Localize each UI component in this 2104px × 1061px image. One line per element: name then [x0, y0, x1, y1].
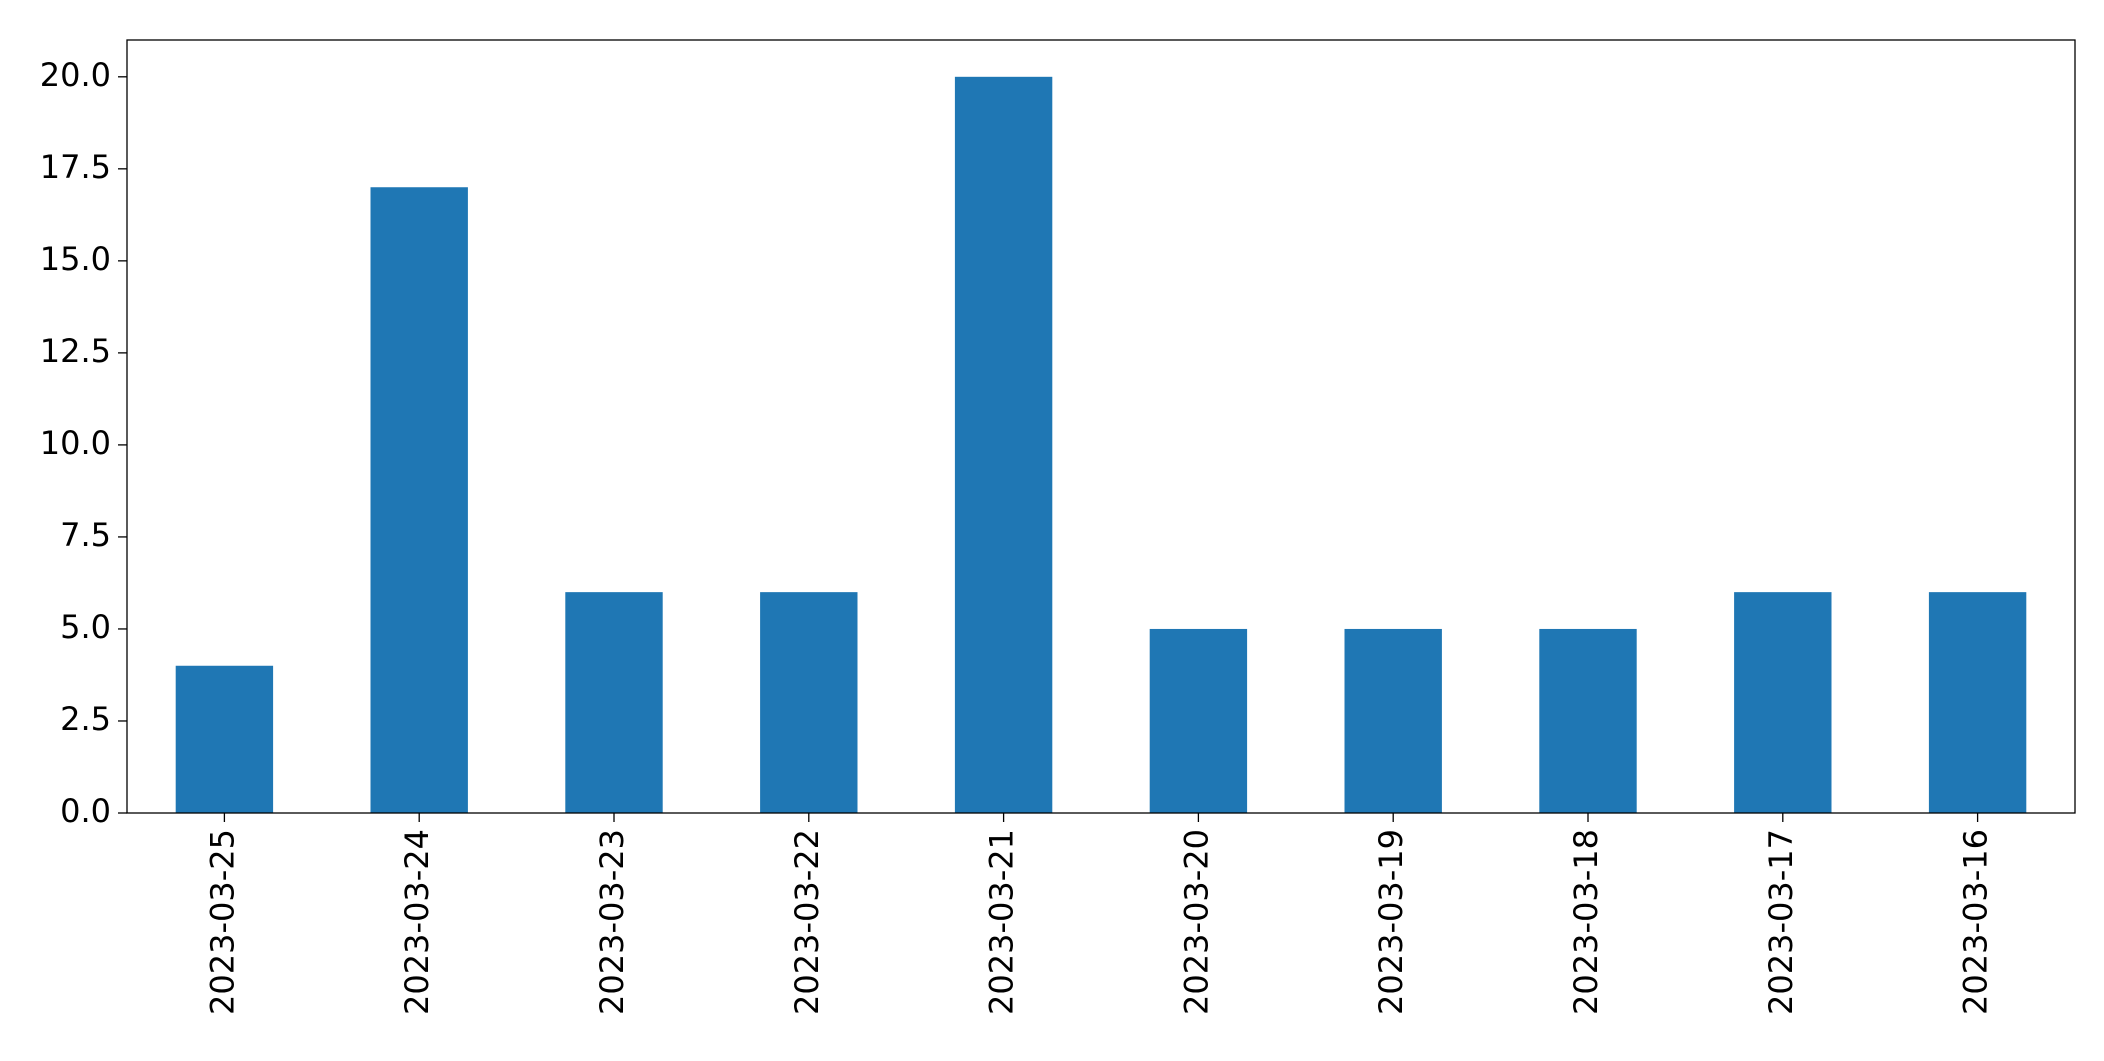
- y-tick-label: 2.5: [60, 700, 111, 738]
- y-tick-label: 17.5: [40, 148, 111, 186]
- y-tick-label: 20.0: [40, 56, 111, 94]
- bar: [760, 592, 858, 813]
- bar: [175, 665, 274, 813]
- x-tick-label: 2023-03-21: [983, 829, 1021, 1015]
- x-tick-label: 2023-03-16: [1957, 829, 1995, 1015]
- bar: [1734, 592, 1832, 813]
- y-tick-label: 12.5: [40, 332, 111, 370]
- bar: [1344, 628, 1442, 813]
- x-tick-label: 2023-03-25: [203, 829, 241, 1015]
- x-tick-label: 2023-03-22: [788, 829, 826, 1015]
- y-tick-label: 5.0: [60, 608, 111, 646]
- x-tick-label: 2023-03-18: [1567, 829, 1605, 1015]
- bar: [954, 76, 1053, 814]
- x-tick-label: 2023-03-20: [1177, 829, 1215, 1015]
- bar: [1149, 628, 1248, 813]
- bar: [1928, 592, 2027, 813]
- plot-frame: [126, 39, 2076, 814]
- x-tick-label: 2023-03-17: [1762, 829, 1800, 1015]
- y-tick-label: 7.5: [60, 516, 111, 554]
- bar: [565, 592, 663, 813]
- y-tick-label: 15.0: [40, 240, 111, 278]
- bar: [370, 187, 468, 813]
- y-tick-label: 10.0: [40, 424, 111, 462]
- x-tick-label: 2023-03-23: [593, 829, 631, 1015]
- bar: [1539, 628, 1637, 813]
- x-tick-label: 2023-03-19: [1372, 829, 1410, 1015]
- x-tick-label: 2023-03-24: [398, 829, 436, 1015]
- y-tick-label: 0.0: [60, 792, 111, 830]
